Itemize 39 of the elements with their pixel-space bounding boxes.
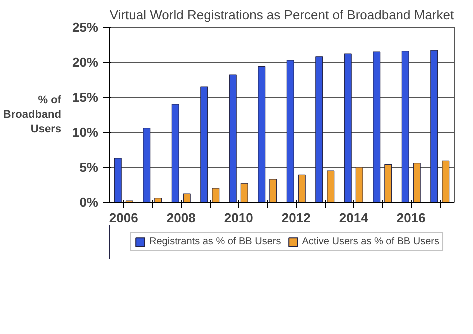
x-tick-label: 2008 <box>166 210 196 226</box>
bar <box>356 167 364 202</box>
y-tick-label: 20% <box>72 55 99 70</box>
y-axis-title: % of Broadband Users <box>3 94 62 136</box>
x-tick-label: 2010 <box>224 210 254 226</box>
bar <box>240 183 248 202</box>
bar <box>316 56 324 202</box>
bar <box>286 60 294 202</box>
x-tick-label: 2012 <box>282 210 311 226</box>
bar <box>200 86 208 202</box>
bar <box>154 198 162 202</box>
bar <box>229 74 237 202</box>
legend-label: Registrants as % of BB Users <box>150 236 282 248</box>
y-tick-label: 25% <box>72 20 99 35</box>
chart-title: Virtual World Registrations as Percent of Broadband Market <box>110 8 454 22</box>
legend-label: Active Users as % of BB Users <box>302 236 440 248</box>
bar <box>413 163 421 202</box>
bar <box>402 51 410 202</box>
y-tick-label: 5% <box>80 160 99 175</box>
bar <box>270 179 278 202</box>
bar <box>344 54 352 202</box>
x-tick-label: 2006 <box>109 210 138 226</box>
x-tick-label: 2016 <box>396 210 426 226</box>
bar <box>212 188 220 202</box>
y-tick-label: 10% <box>72 125 99 140</box>
bar <box>373 52 381 202</box>
bar <box>258 66 266 202</box>
bar <box>327 170 335 202</box>
bar <box>442 160 450 202</box>
y-tick-label: 15% <box>72 90 99 105</box>
bar <box>143 128 151 202</box>
bar <box>430 50 438 202</box>
bar <box>298 174 306 202</box>
bar <box>384 164 392 202</box>
x-tick-label: 2014 <box>339 210 370 226</box>
bar <box>172 104 180 202</box>
bar <box>183 194 191 202</box>
bar <box>114 158 122 202</box>
y-tick-label: 0% <box>80 195 99 210</box>
